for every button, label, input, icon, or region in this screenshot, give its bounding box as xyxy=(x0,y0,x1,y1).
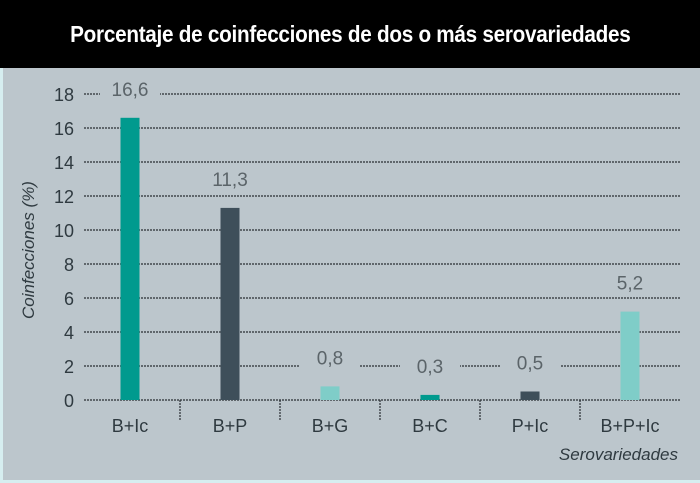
bar-b-p-ic xyxy=(620,311,640,400)
value-label: 0,8 xyxy=(317,348,343,369)
x-tick-label: B+Ic xyxy=(112,416,149,436)
y-tick-label: 0 xyxy=(64,391,74,411)
y-tick-label: 18 xyxy=(54,85,74,105)
value-label: 5,2 xyxy=(617,274,643,295)
y-axis-label: Coinfecciones (%) xyxy=(19,181,38,319)
value-label-bg xyxy=(200,167,260,192)
value-label: 11,3 xyxy=(212,170,248,191)
bar-b-ic xyxy=(120,117,140,401)
y-tick-label: 14 xyxy=(54,153,74,173)
bar-b-p xyxy=(220,207,240,400)
chart-title: Porcentaje de coinfecciones de dos o más… xyxy=(69,20,631,47)
y-tick-label: 4 xyxy=(64,323,74,343)
value-label-bg xyxy=(500,351,560,376)
x-tick-label: B+C xyxy=(412,416,448,436)
value-label-bg xyxy=(100,77,160,102)
bar-p-ic xyxy=(520,391,540,400)
y-tick-label: 12 xyxy=(54,187,74,207)
bar-b-c xyxy=(420,394,440,400)
value-label: 0,3 xyxy=(417,357,443,378)
x-axis-label: Serovariedades xyxy=(559,445,679,464)
value-label: 0,5 xyxy=(517,354,543,375)
value-label: 16,6 xyxy=(112,80,149,101)
value-label-bg xyxy=(300,346,360,371)
bar-b-g xyxy=(320,386,340,400)
value-label-bg xyxy=(400,354,460,379)
x-tick-label: B+G xyxy=(312,416,349,436)
x-tick-label: P+Ic xyxy=(512,416,549,436)
value-label-bg xyxy=(600,271,660,296)
x-tick-label: B+P xyxy=(213,416,248,436)
x-tick-label: B+P+Ic xyxy=(600,416,659,436)
y-tick-label: 6 xyxy=(64,289,74,309)
chart-title-bar: Porcentaje de coinfecciones de dos o más… xyxy=(0,0,700,68)
y-tick-label: 8 xyxy=(64,255,74,275)
y-tick-label: 2 xyxy=(64,357,74,377)
y-tick-label: 10 xyxy=(54,221,74,241)
y-tick-label: 16 xyxy=(54,119,74,139)
